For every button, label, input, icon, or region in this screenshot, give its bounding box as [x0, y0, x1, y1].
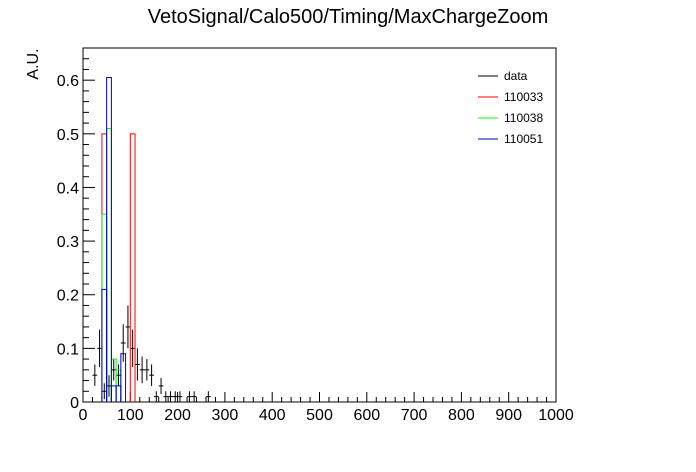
data-point [120, 324, 126, 362]
series-data [92, 305, 211, 402]
series-layer [92, 77, 211, 402]
x-tick-label: 500 [306, 407, 333, 424]
x-tick-label: 0 [79, 407, 88, 424]
x-tick-label: 200 [164, 407, 191, 424]
y-tick-label: 0.5 [57, 127, 79, 144]
data-point [153, 391, 159, 402]
y-tick-label: 0.2 [57, 288, 79, 305]
y-tick-label: 0.4 [57, 180, 79, 197]
x-tick-label: 900 [495, 407, 522, 424]
x-tick-label: 800 [448, 407, 475, 424]
data-point [205, 391, 211, 402]
x-tick-label: 700 [401, 407, 428, 424]
data-point [111, 359, 117, 381]
data-point [172, 391, 178, 402]
legend-entry-label: 110033 [504, 90, 543, 104]
data-point [130, 329, 136, 368]
data-point [191, 391, 197, 402]
legend-entry-label: 110051 [504, 132, 543, 146]
legend-entry-label: 110038 [504, 111, 543, 125]
data-point [168, 391, 173, 402]
plot-frame [82, 47, 557, 403]
histogram-bar [120, 353, 127, 402]
x-tick-label: 400 [259, 407, 286, 424]
data-point [163, 391, 169, 402]
data-point [139, 356, 145, 384]
y-tick-label: 0 [70, 395, 79, 412]
data-point [125, 305, 131, 349]
data-point [135, 348, 140, 381]
data-point [92, 364, 98, 386]
y-axis-label: A.U. [25, 48, 42, 79]
data-point [97, 329, 102, 368]
chart-title: VetoSignal/Calo500/Timing/MaxChargeZoom [148, 6, 549, 28]
x-tick-label: 1000 [538, 407, 574, 424]
data-point [158, 377, 164, 394]
data-point [177, 391, 183, 402]
histogram-bar [115, 385, 122, 402]
data-point [144, 359, 150, 381]
histogram-bar [106, 127, 112, 402]
data-point [106, 375, 112, 397]
data-point [116, 364, 121, 386]
series-110051 [101, 77, 127, 402]
data-point [149, 364, 154, 386]
data-point [101, 383, 107, 400]
legend-entry-label: data [504, 69, 528, 83]
x-tick-label: 100 [117, 407, 144, 424]
y-tick-label: 0.3 [57, 234, 79, 251]
histogram-bar [101, 213, 108, 402]
histogram-bar [129, 133, 136, 402]
histogram-bar [106, 77, 112, 402]
x-tick-label: 600 [353, 407, 380, 424]
axis-ticks: 0 100 200 300 400 500 600 700 800 900 1000 0 0.1 0.2 0… [57, 47, 574, 424]
histogram-bar [101, 133, 108, 402]
legend: data 110033 110038 110051 [478, 69, 543, 146]
x-tick-label: 300 [212, 407, 239, 424]
data-point [187, 391, 192, 402]
y-tick-label: 0.1 [57, 341, 79, 358]
y-tick-label: 0.6 [57, 73, 79, 90]
histogram-bar [110, 385, 117, 402]
